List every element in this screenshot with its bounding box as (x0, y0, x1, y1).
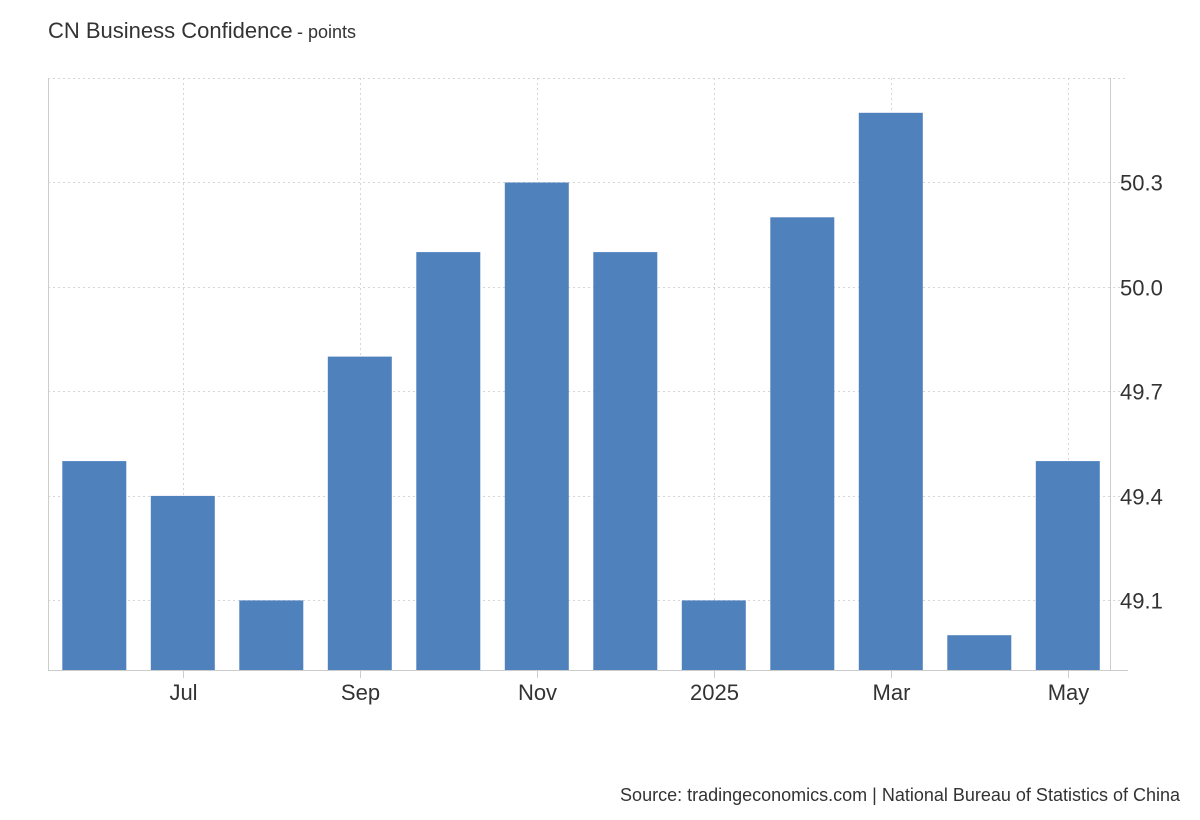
bar (416, 252, 481, 670)
y-tick-label: 49.4 (1120, 485, 1163, 510)
label-layer: 49.1 49.4 49.7 50.0 50.3 Jul Sep Nov 2025 Mar May (169, 171, 1162, 706)
bar (327, 356, 392, 670)
x-tick-label: Mar (873, 680, 911, 705)
y-tick-label: 50.0 (1120, 276, 1163, 301)
chart-title: CN Business Confidence - points (48, 18, 356, 44)
x-tick-label: Nov (518, 680, 557, 705)
chart-source: Source: tradingeconomics.com | National … (620, 785, 1180, 805)
y-tick-label: 50.3 (1120, 171, 1163, 196)
chart-unit-text: - points (297, 22, 357, 42)
bar (770, 217, 835, 671)
y-tick-label: 49.7 (1120, 380, 1163, 405)
bar (681, 600, 746, 670)
x-tick-label: May (1048, 680, 1090, 705)
bar (593, 252, 658, 670)
chart-title-text: CN Business Confidence (48, 18, 293, 43)
bar-layer (62, 112, 1100, 671)
bar-chart: 49.1 49.4 49.7 50.0 50.3 Jul Sep Nov 2025 Mar May (48, 78, 1163, 706)
bar (150, 495, 215, 670)
x-tick-label: Sep (341, 680, 380, 705)
y-tick-label: 49.1 (1120, 589, 1163, 614)
x-tick-label: Jul (169, 680, 197, 705)
axis-layer (48, 78, 1128, 678)
bar (239, 600, 304, 670)
bar (858, 112, 923, 671)
x-tick-label: 2025 (690, 680, 739, 705)
bar (62, 461, 127, 670)
bar (504, 182, 569, 670)
bar (1035, 461, 1100, 670)
bar (947, 635, 1012, 670)
